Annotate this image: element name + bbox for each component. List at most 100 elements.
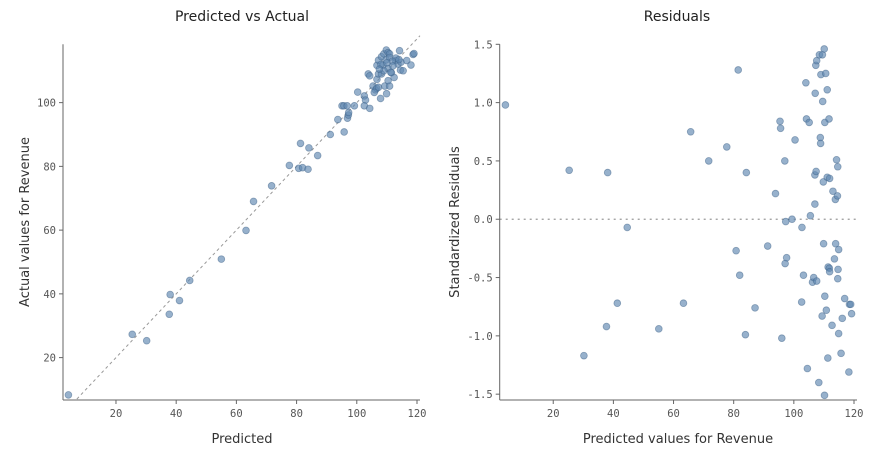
y-tick-label: 0.0: [474, 214, 493, 226]
data-point: [395, 55, 403, 64]
data-point: [845, 368, 853, 376]
data-point: [565, 166, 573, 175]
data-point: [818, 97, 827, 106]
data-point: [165, 310, 174, 319]
data-point: [741, 330, 750, 339]
chart-predicted-vs-actual: Predicted vs Actual Predicted Actual val…: [18, 9, 426, 447]
y-tick-label: -1.5: [467, 389, 492, 401]
y-axis-label: Standardized Residuals: [448, 146, 463, 298]
data-point: [340, 128, 348, 136]
chart-residuals: Residuals Predicted values for Revenue S…: [448, 9, 863, 447]
data-point: [798, 223, 806, 232]
x-axis-label: Predicted: [211, 432, 272, 447]
data-point: [313, 151, 322, 160]
data-point: [603, 168, 612, 177]
data-point: [791, 136, 799, 144]
data-point: [820, 391, 829, 400]
data-point: [410, 49, 418, 58]
data-point: [821, 69, 830, 78]
y-tick-label: 0.5: [474, 156, 493, 168]
data-point: [840, 294, 849, 303]
data-point: [343, 102, 351, 110]
data-point: [805, 118, 813, 127]
data-point: [781, 157, 789, 165]
data-point: [407, 61, 415, 69]
data-point: [249, 197, 258, 206]
data-point: [821, 292, 829, 301]
x-tick-label: 60: [230, 408, 243, 420]
data-point: [831, 239, 840, 248]
data-point: [334, 115, 342, 124]
data-point: [833, 274, 842, 283]
data-point: [832, 155, 841, 164]
x-axis-label: Predicted values for Revenue: [583, 432, 773, 447]
data-point: [735, 271, 744, 280]
x-tick-label: 40: [607, 408, 620, 420]
data-point: [825, 115, 833, 123]
data-point: [655, 325, 663, 333]
data-point: [825, 267, 834, 276]
data-point: [185, 276, 194, 285]
data-point: [389, 62, 397, 70]
data-point: [602, 322, 611, 331]
chart-title: Predicted vs Actual: [175, 9, 309, 25]
data-point: [763, 242, 772, 250]
data-point: [382, 89, 391, 98]
data-point: [820, 45, 829, 53]
data-point: [344, 108, 353, 117]
data-point: [296, 139, 305, 148]
data-point: [623, 223, 632, 232]
data-point: [823, 85, 832, 94]
data-point: [782, 253, 791, 262]
data-point: [679, 299, 688, 308]
data-point: [384, 76, 392, 85]
data-point: [834, 245, 843, 254]
y-tick-label: -1.0: [467, 331, 492, 343]
data-point: [834, 329, 843, 338]
data-point: [806, 211, 815, 220]
data-point: [613, 299, 622, 308]
data-point: [304, 165, 312, 174]
data-point: [686, 127, 695, 136]
data-point: [326, 130, 335, 139]
data-point: [815, 378, 823, 387]
data-point: [833, 162, 842, 171]
data-point: [818, 312, 826, 320]
data-point: [822, 306, 831, 315]
y-tick-label: 1.0: [474, 98, 493, 110]
data-point: [847, 309, 856, 318]
data-point: [365, 104, 374, 113]
data-point: [305, 144, 313, 152]
data-point: [788, 215, 796, 224]
data-point: [776, 124, 785, 133]
data-point: [829, 187, 837, 196]
data-point: [833, 192, 842, 200]
data-point: [838, 314, 847, 323]
x-tick-label: 100: [784, 408, 803, 420]
data-point: [825, 174, 834, 183]
x-tick-label: 20: [547, 408, 560, 420]
plot-area: 20 40 60 80 100 120 -1.5 -1.0 -0.5 0.0 0.5 1.0 1.5: [467, 39, 863, 420]
data-point: [365, 72, 374, 80]
data-point: [824, 354, 832, 362]
data-point: [217, 255, 226, 263]
data-point: [811, 89, 819, 98]
data-point: [395, 46, 404, 55]
y-tick-label: 80: [43, 161, 56, 173]
data-point: [811, 200, 819, 208]
chart-title: Residuals: [644, 9, 710, 25]
y-tick-label: 20: [43, 353, 56, 365]
data-point: [781, 217, 790, 226]
data-point: [267, 182, 276, 190]
data-point: [128, 330, 137, 339]
data-point: [387, 68, 395, 77]
data-point: [846, 300, 855, 309]
data-point: [353, 88, 362, 96]
data-point: [370, 88, 379, 97]
plot-area: 20 40 60 80 100 120 20 40 60 80 100: [37, 35, 426, 420]
data-point: [399, 66, 407, 75]
data-point: [175, 296, 184, 305]
data-point: [580, 351, 588, 360]
data-point: [834, 265, 842, 274]
